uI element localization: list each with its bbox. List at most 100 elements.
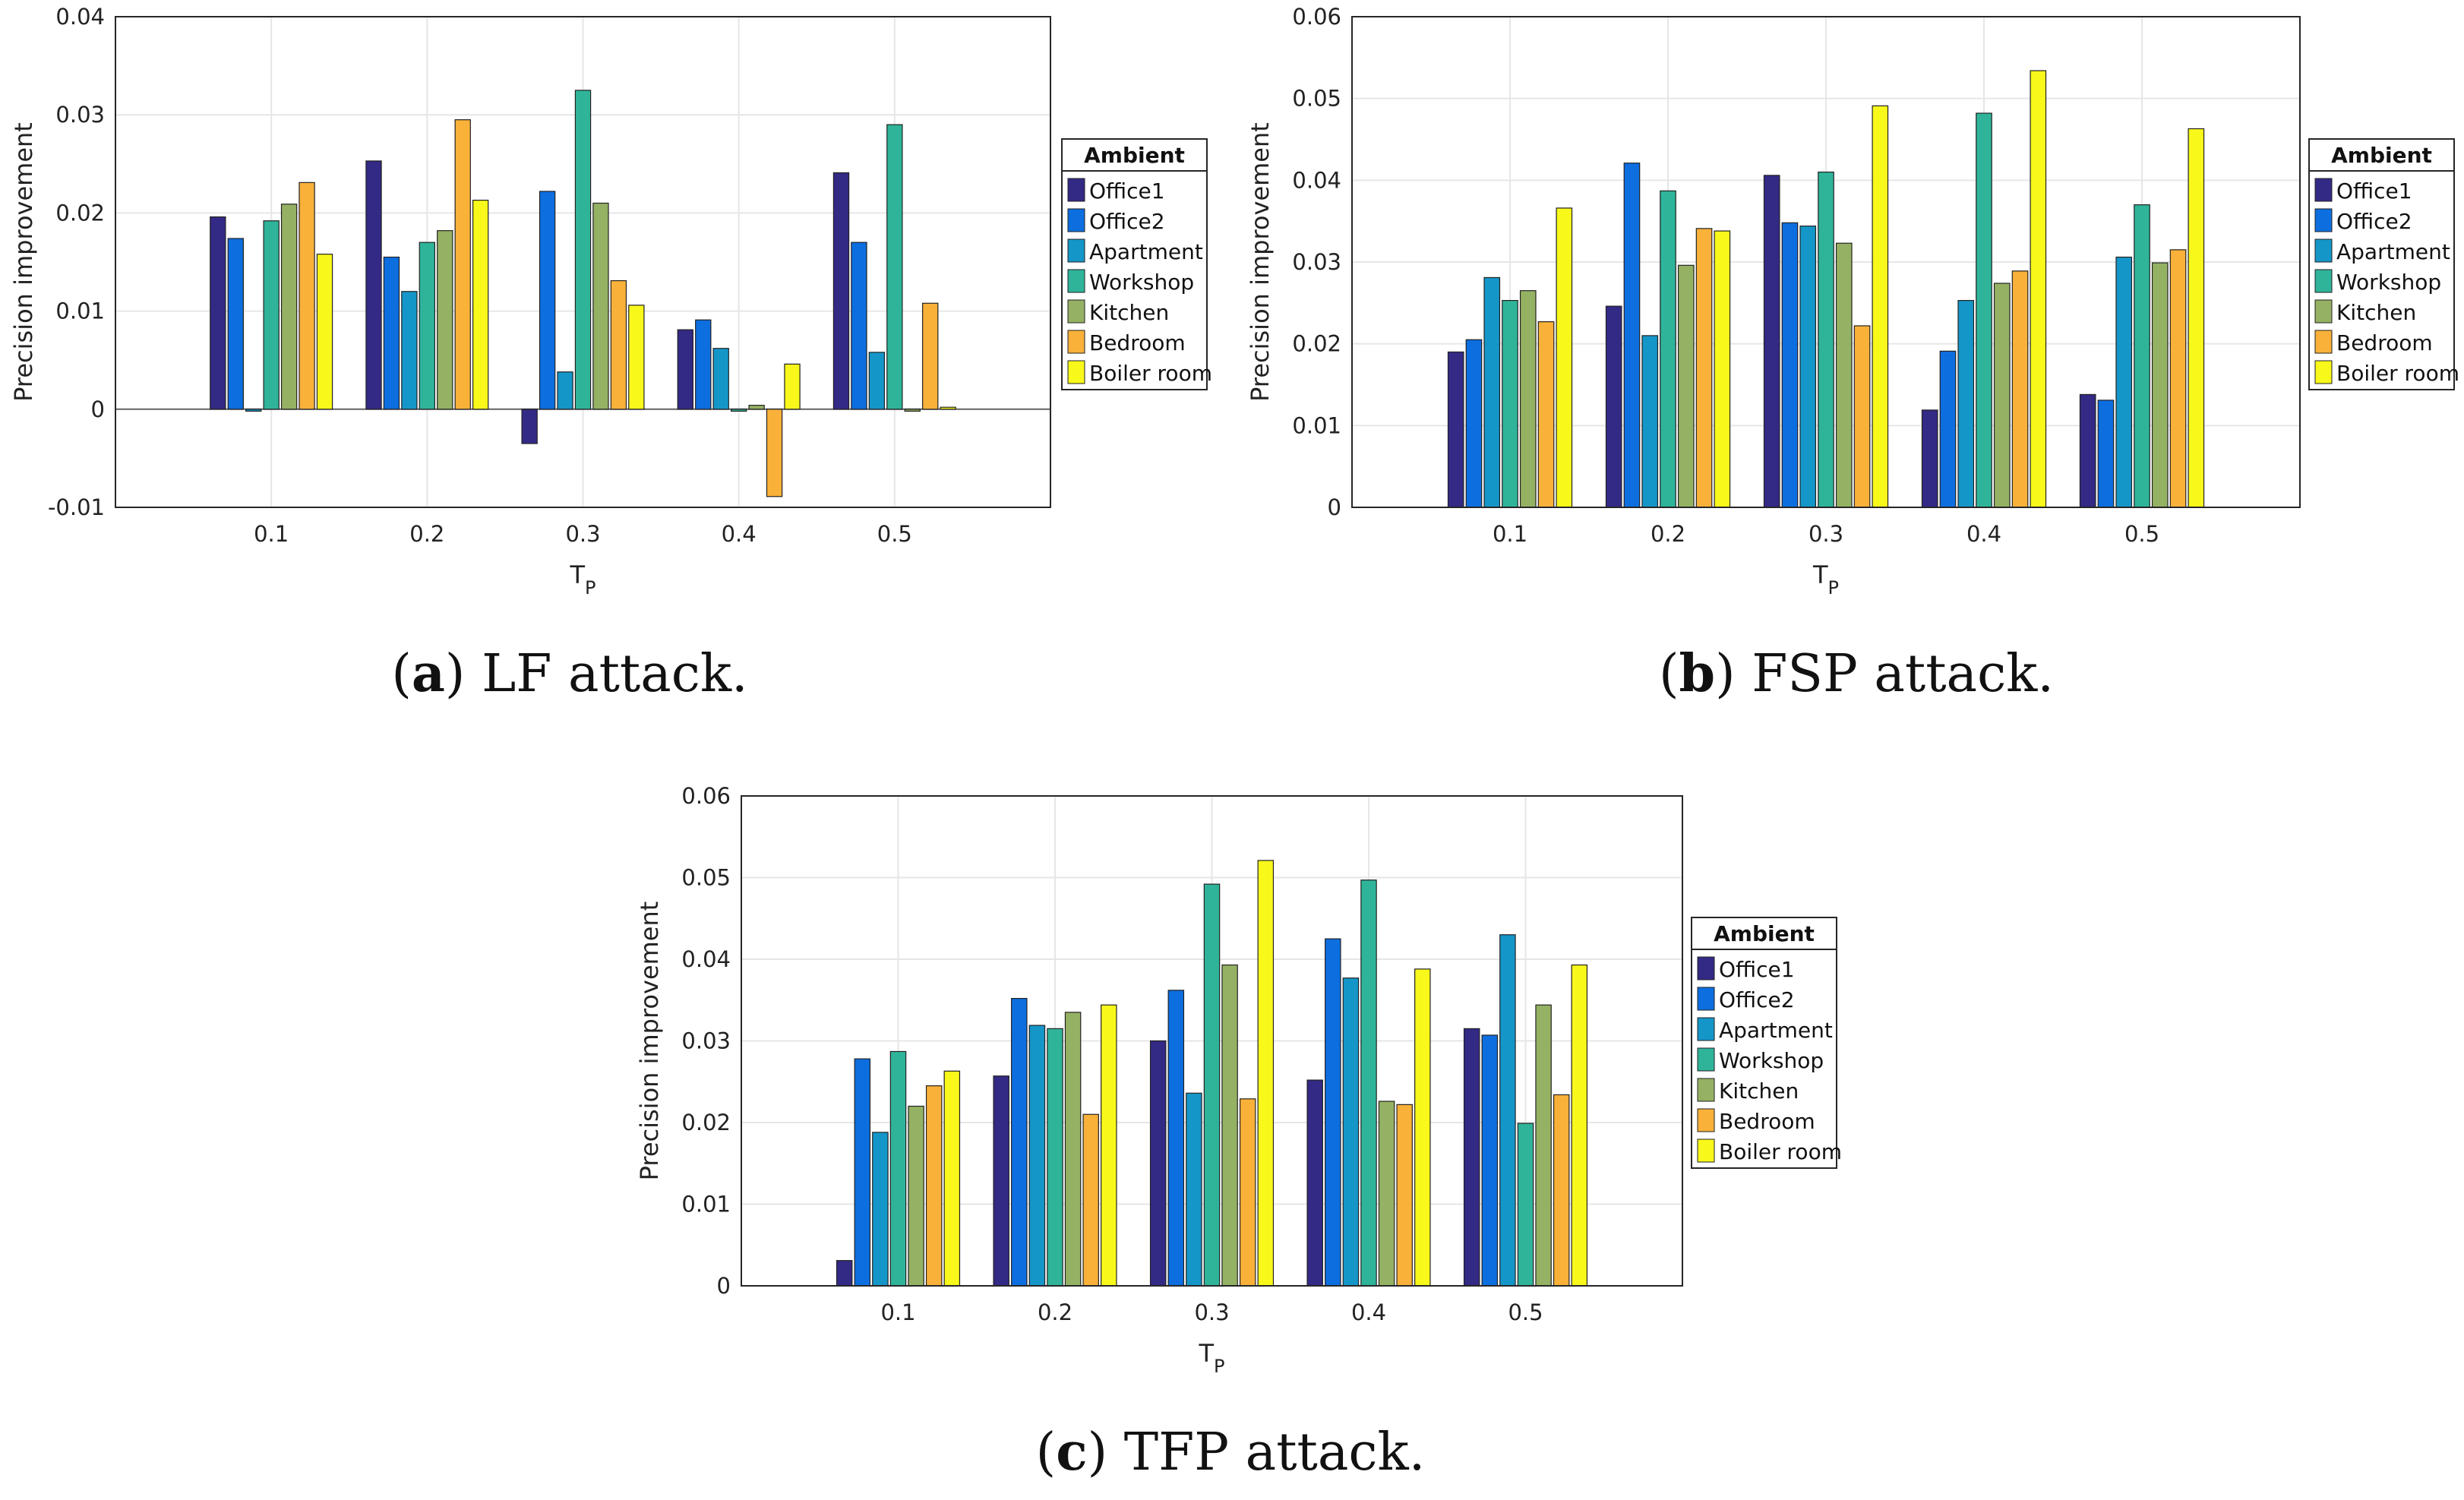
bar (1993, 283, 2011, 508)
legend-entry: Workshop (1089, 270, 1194, 295)
y-tick-label: -0.01 (48, 494, 105, 520)
bar (2134, 204, 2150, 508)
legend-box (1691, 917, 1837, 1169)
bar (1853, 325, 1871, 508)
bar (993, 1075, 1009, 1287)
legend: Ambient Office1 Office2 Apartment Workshop Ki… (2308, 138, 2459, 390)
y-tick-label: 0.04 (681, 946, 731, 972)
bar (1623, 163, 1641, 508)
bar (1799, 226, 1817, 508)
x-tick-label: 0.3 (1809, 521, 1843, 547)
legend-entry: Boiler room (1089, 361, 1212, 386)
legend-entry: Boiler room (2336, 361, 2459, 386)
caption-c: (c) TFP attack. (1036, 1422, 1426, 1483)
legend-swatch (1067, 269, 1085, 293)
bar (1921, 409, 1938, 508)
y-tick-label: 0 (1328, 494, 1341, 520)
legend-entry: Kitchen (1719, 1078, 1799, 1104)
legend-swatch (2314, 330, 2333, 354)
bar (925, 1085, 943, 1287)
bar (1519, 290, 1537, 508)
caption-a-letter: a (412, 643, 445, 704)
bar (539, 191, 556, 410)
bar (943, 1070, 961, 1287)
y-tick-label: 0.02 (1292, 331, 1341, 357)
x-tick-label: 0.3 (565, 521, 600, 547)
bar (851, 242, 867, 410)
legend-swatch (1697, 956, 1715, 981)
bar (263, 220, 280, 410)
legend-swatch (1067, 299, 1085, 324)
legend-swatch (2314, 238, 2333, 263)
legend-title: Ambient (1714, 921, 1815, 946)
legend-entry: Bedroom (1089, 330, 1186, 355)
bar (908, 1105, 924, 1287)
legend-entry: Workshop (2336, 270, 2441, 295)
legend-swatch (1067, 360, 1085, 384)
y-tick-label: 0.02 (55, 200, 105, 226)
bar (1325, 938, 1341, 1287)
bar (1517, 1123, 1534, 1287)
legend-entry: Apartment (2336, 239, 2450, 264)
legend-entry: Apartment (1719, 1018, 1833, 1043)
bar (1535, 1004, 1552, 1287)
x-tick-label: 0.5 (1508, 1299, 1543, 1325)
bar (730, 409, 747, 412)
bar (940, 406, 956, 410)
bar (401, 291, 418, 410)
bar (1239, 1098, 1256, 1287)
bar (1101, 1004, 1117, 1287)
bar (2011, 270, 2029, 508)
caption-a: (a) LF attack. (391, 643, 747, 704)
bar (1571, 964, 1588, 1287)
caption-b-letter: b (1679, 643, 1716, 704)
legend-swatch (2314, 178, 2333, 202)
legend-entry: Office1 (1089, 178, 1165, 204)
x-axis-label-main: T (1198, 1339, 1214, 1368)
bar (1082, 1113, 1099, 1287)
bar (784, 363, 801, 410)
legend-title: Ambient (1084, 143, 1185, 168)
y-axis-label: Precision improvement (9, 122, 38, 402)
panel-fsp-attack: 0 0.01 0.02 0.03 0.04 0.05 0.06 0.1 0.2 0.3 0.4 0.5… (1246, 4, 2459, 598)
x-tick-label: 0.3 (1194, 1299, 1229, 1325)
caption-c-letter: c (1056, 1422, 1087, 1483)
bar (2188, 128, 2205, 508)
legend-swatch (1697, 1138, 1715, 1163)
x-tick-label: 0.2 (1038, 1299, 1072, 1325)
bar (868, 352, 886, 410)
legend-swatch (2314, 299, 2333, 324)
bar (1677, 264, 1695, 508)
bar (1641, 335, 1659, 508)
bar (748, 405, 765, 410)
y-tick-label: 0.04 (55, 4, 105, 30)
x-axis-label-subscript: P (1214, 1356, 1224, 1377)
plot-frame (115, 16, 1051, 508)
bar (2079, 393, 2096, 508)
legend-entry: Office1 (2336, 178, 2412, 204)
legend-entry: Bedroom (1719, 1109, 1815, 1134)
bar (245, 409, 262, 412)
panel-tfp-attack: 0 0.01 0.02 0.03 0.04 0.05 0.06 0.1 0.2 0.3 0.4 0.5… (635, 783, 1842, 1377)
bar (766, 409, 783, 497)
plot-frame (741, 795, 1683, 1287)
y-axis-label: Precision improvement (1246, 122, 1275, 402)
bar (574, 90, 592, 410)
bar (437, 230, 453, 410)
bar (1167, 990, 1185, 1287)
legend-title: Ambient (2331, 143, 2432, 168)
legend-box (1061, 138, 1208, 390)
bar (1537, 321, 1555, 508)
bar (1378, 1101, 1395, 1287)
legend-swatch (1697, 1108, 1715, 1132)
bar (299, 182, 315, 410)
bar (1064, 1012, 1082, 1287)
x-tick-label: 0.2 (409, 521, 444, 547)
bar (383, 256, 400, 410)
legend: Ambient Office1 Office2 Apartment Workshop Ki… (1061, 138, 1212, 390)
x-axis-label: TP (1812, 561, 1839, 598)
bar (1556, 207, 1573, 508)
bar (889, 1050, 907, 1287)
